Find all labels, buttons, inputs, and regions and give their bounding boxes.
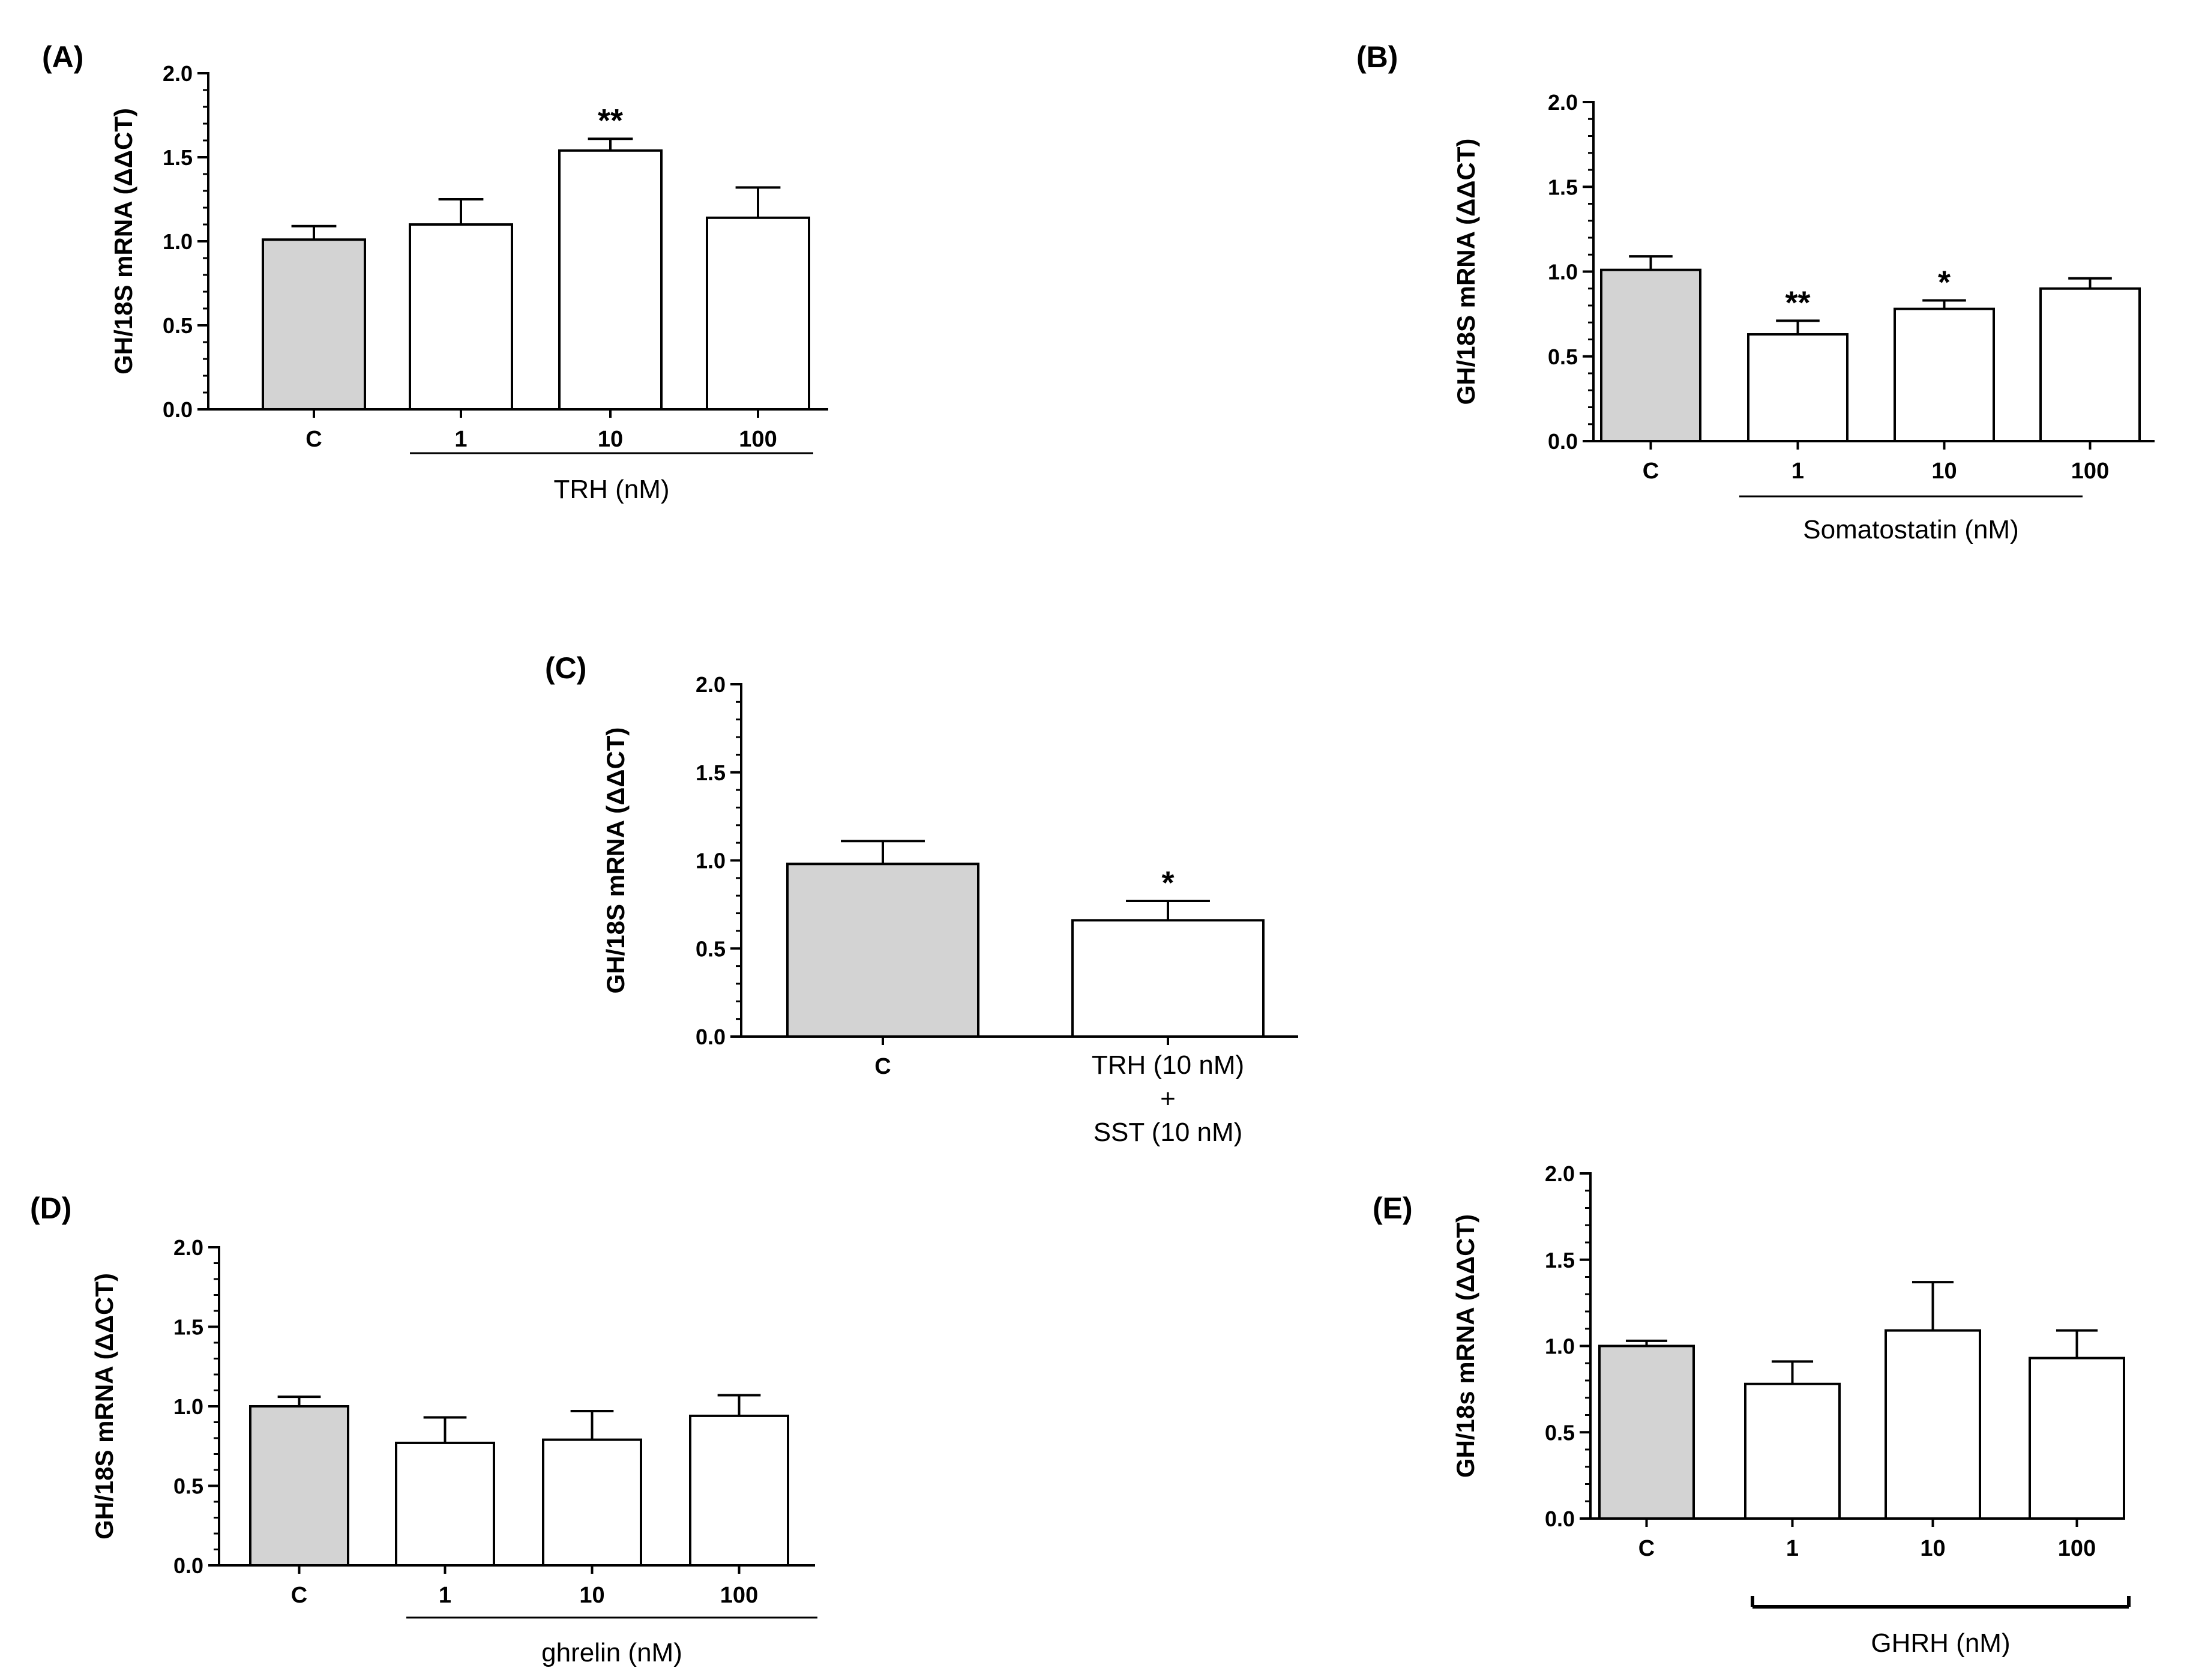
y-axis-label: GH/18S mRNA (ΔΔCT)	[90, 1273, 118, 1540]
panel-label: (B)	[1356, 40, 1398, 74]
y-tick-label: 1.0	[173, 1394, 203, 1419]
panel-label: (A)	[42, 40, 83, 74]
y-tick-label: 1.0	[163, 229, 193, 254]
significance-marker: *	[1938, 265, 1951, 301]
y-axis-label: GH/18S mRNA (ΔΔCT)	[109, 108, 137, 375]
x-category-label: C	[291, 1583, 307, 1608]
x-category-label: 100	[2071, 459, 2109, 484]
y-tick-label: 2.0	[1548, 90, 1578, 115]
group-label: Somatostatin (nM)	[1803, 515, 2018, 544]
bar-1	[1747, 333, 1849, 443]
bar-0	[1600, 268, 1701, 442]
bar-1	[409, 223, 513, 411]
bar-0	[1598, 1344, 1695, 1520]
bar-1	[1744, 1382, 1841, 1520]
y-tick-label: 1.5	[1545, 1248, 1575, 1272]
significance-marker: *	[1161, 865, 1174, 901]
significance-marker: **	[598, 103, 623, 139]
y-tick-label: 0.5	[173, 1474, 203, 1499]
y-tick-label: 0.0	[163, 397, 193, 422]
bar-1	[395, 1441, 495, 1567]
x-category-label: 1	[454, 427, 467, 452]
x-category-label: SST (10 nM)	[1094, 1118, 1243, 1147]
y-tick-label: 1.5	[163, 145, 193, 170]
panel-label: (D)	[30, 1191, 71, 1225]
x-category-label: 100	[739, 427, 777, 452]
bar-2	[542, 1438, 642, 1567]
y-tick-label: 0.5	[163, 313, 193, 338]
group-label: TRH (nM)	[553, 475, 669, 504]
panel-b: (B) 0.0 0.5 1.0 1.5 2.0 GH/18S mRNA (ΔΔCT) C ** 1…	[1356, 40, 2155, 544]
y-tick-label: 0.5	[696, 936, 726, 961]
y-tick-label: 1.0	[1548, 260, 1578, 285]
y-tick-label: 0.5	[1548, 345, 1578, 369]
x-category-label: C	[1638, 1536, 1655, 1561]
x-category-label: C	[1643, 459, 1659, 484]
bar-3	[2039, 287, 2141, 442]
group-label: GHRH (nM)	[1871, 1628, 2010, 1658]
y-tick-label: 1.0	[696, 849, 726, 873]
x-category-label: TRH (10 nM)	[1092, 1050, 1244, 1080]
y-axis-label: GH/18S mRNA (ΔΔCT)	[1452, 139, 1480, 405]
bar-2	[1885, 1329, 1981, 1520]
panel-c: (C) 0.0 0.5 1.0 1.5 2.0 GH/18S mRNA (ΔΔCT) C * TR…	[545, 651, 1298, 1147]
bar-0	[249, 1405, 349, 1567]
x-category-label: 1	[439, 1583, 451, 1608]
significance-marker: **	[1785, 285, 1810, 321]
y-axis-label: GH/18S mRNA (ΔΔCT)	[601, 727, 630, 994]
panel-label: (E)	[1373, 1191, 1413, 1225]
group-label: ghrelin (nM)	[541, 1638, 682, 1667]
panel-e: (E) 0.0 0.5 1.0 1.5 2.0 GH/18s mRNA (ΔΔCT) C 1 10…	[1373, 1161, 2131, 1658]
x-category-label: 10	[1920, 1536, 1945, 1561]
y-tick-label: 2.0	[173, 1235, 203, 1260]
bar-2	[1894, 307, 1995, 443]
y-tick-label: 1.5	[696, 760, 726, 785]
x-category-label: 1	[1786, 1536, 1799, 1561]
bar-3	[706, 216, 810, 411]
x-category-label: 100	[720, 1583, 758, 1608]
y-tick-label: 1.5	[1548, 175, 1578, 199]
bar-3	[2029, 1356, 2125, 1520]
x-category-label: C	[305, 427, 322, 452]
bar-0	[262, 238, 366, 411]
panel-d: (D) 0.0 0.5 1.0 1.5 2.0 GH/18S mRNA (ΔΔCT) C 1 10…	[30, 1191, 817, 1667]
y-tick-label: 1.0	[1545, 1334, 1575, 1359]
y-tick-label: 2.0	[1545, 1161, 1575, 1186]
x-category-label: 10	[598, 427, 623, 452]
y-tick-label: 0.0	[1545, 1507, 1575, 1531]
x-category-label: 100	[2058, 1536, 2096, 1561]
panel-a: (A) 0.0 0.5 1.0 1.5 2.0 GH/18S mRNA (ΔΔCT) C 1 **…	[42, 40, 828, 504]
x-category-label: +	[1160, 1084, 1176, 1113]
panel-label: (C)	[545, 651, 586, 685]
x-category-label: C	[874, 1054, 891, 1079]
bar-3	[689, 1414, 789, 1567]
y-tick-label: 0.5	[1545, 1420, 1575, 1445]
bar-2	[558, 149, 663, 411]
bar-0	[786, 863, 979, 1038]
y-tick-label: 0.0	[696, 1025, 726, 1049]
y-tick-label: 2.0	[696, 672, 726, 697]
y-tick-label: 0.0	[1548, 429, 1578, 454]
bar-1	[1071, 919, 1265, 1038]
y-tick-label: 1.5	[173, 1315, 203, 1340]
x-category-label: 1	[1791, 459, 1804, 484]
y-axis-label: GH/18s mRNA (ΔΔCT)	[1451, 1214, 1479, 1478]
y-tick-label: 2.0	[163, 61, 193, 86]
x-category-label: 10	[579, 1583, 604, 1608]
x-category-label: 10	[1931, 459, 1957, 484]
y-tick-label: 0.0	[173, 1553, 203, 1578]
